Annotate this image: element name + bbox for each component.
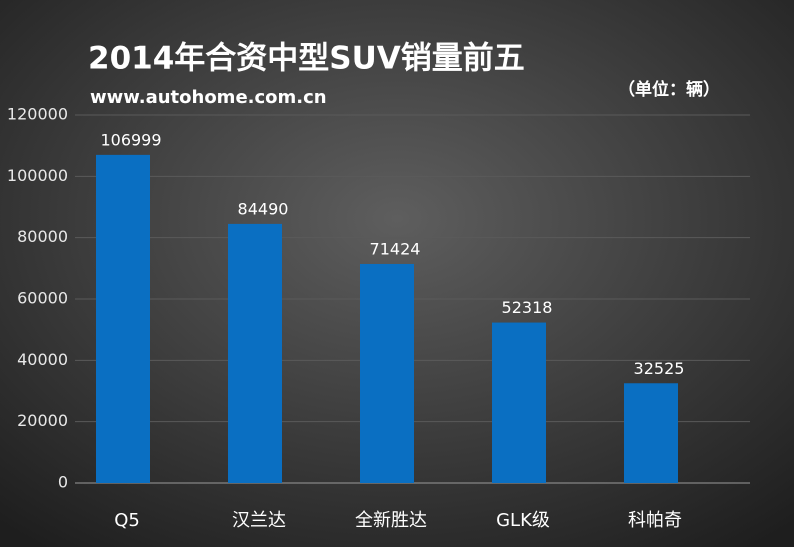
value-label: 71424 — [370, 239, 421, 258]
y-tick-label: 100000 — [7, 166, 68, 185]
x-tick-label: 科帕奇 — [628, 510, 682, 531]
chart-subtitle: www.autohome.com.cn — [90, 87, 327, 108]
y-tick-label: 120000 — [7, 105, 68, 124]
y-tick-label: 0 — [58, 473, 68, 492]
unit-label: （单位：辆） — [618, 79, 720, 100]
bar — [492, 322, 546, 483]
bar — [96, 154, 150, 483]
x-tick-label: Q5 — [114, 510, 140, 531]
y-tick-label: 80000 — [17, 227, 68, 246]
y-tick-label: 60000 — [17, 289, 68, 308]
y-tick-label: 20000 — [17, 411, 68, 430]
bar — [624, 383, 678, 483]
x-tick-label: GLK级 — [496, 510, 550, 531]
x-tick-label: 全新胜达 — [355, 510, 427, 531]
y-tick-label: 40000 — [17, 350, 68, 369]
x-tick-label: 汉兰达 — [232, 510, 286, 531]
chart-title: 2014年合资中型SUV销量前五 — [88, 41, 525, 77]
value-label: 32525 — [634, 359, 685, 378]
value-label: 52318 — [502, 298, 553, 317]
bar — [228, 223, 282, 483]
value-label: 84490 — [238, 199, 289, 218]
bar — [360, 263, 414, 483]
value-label: 106999 — [100, 130, 161, 149]
